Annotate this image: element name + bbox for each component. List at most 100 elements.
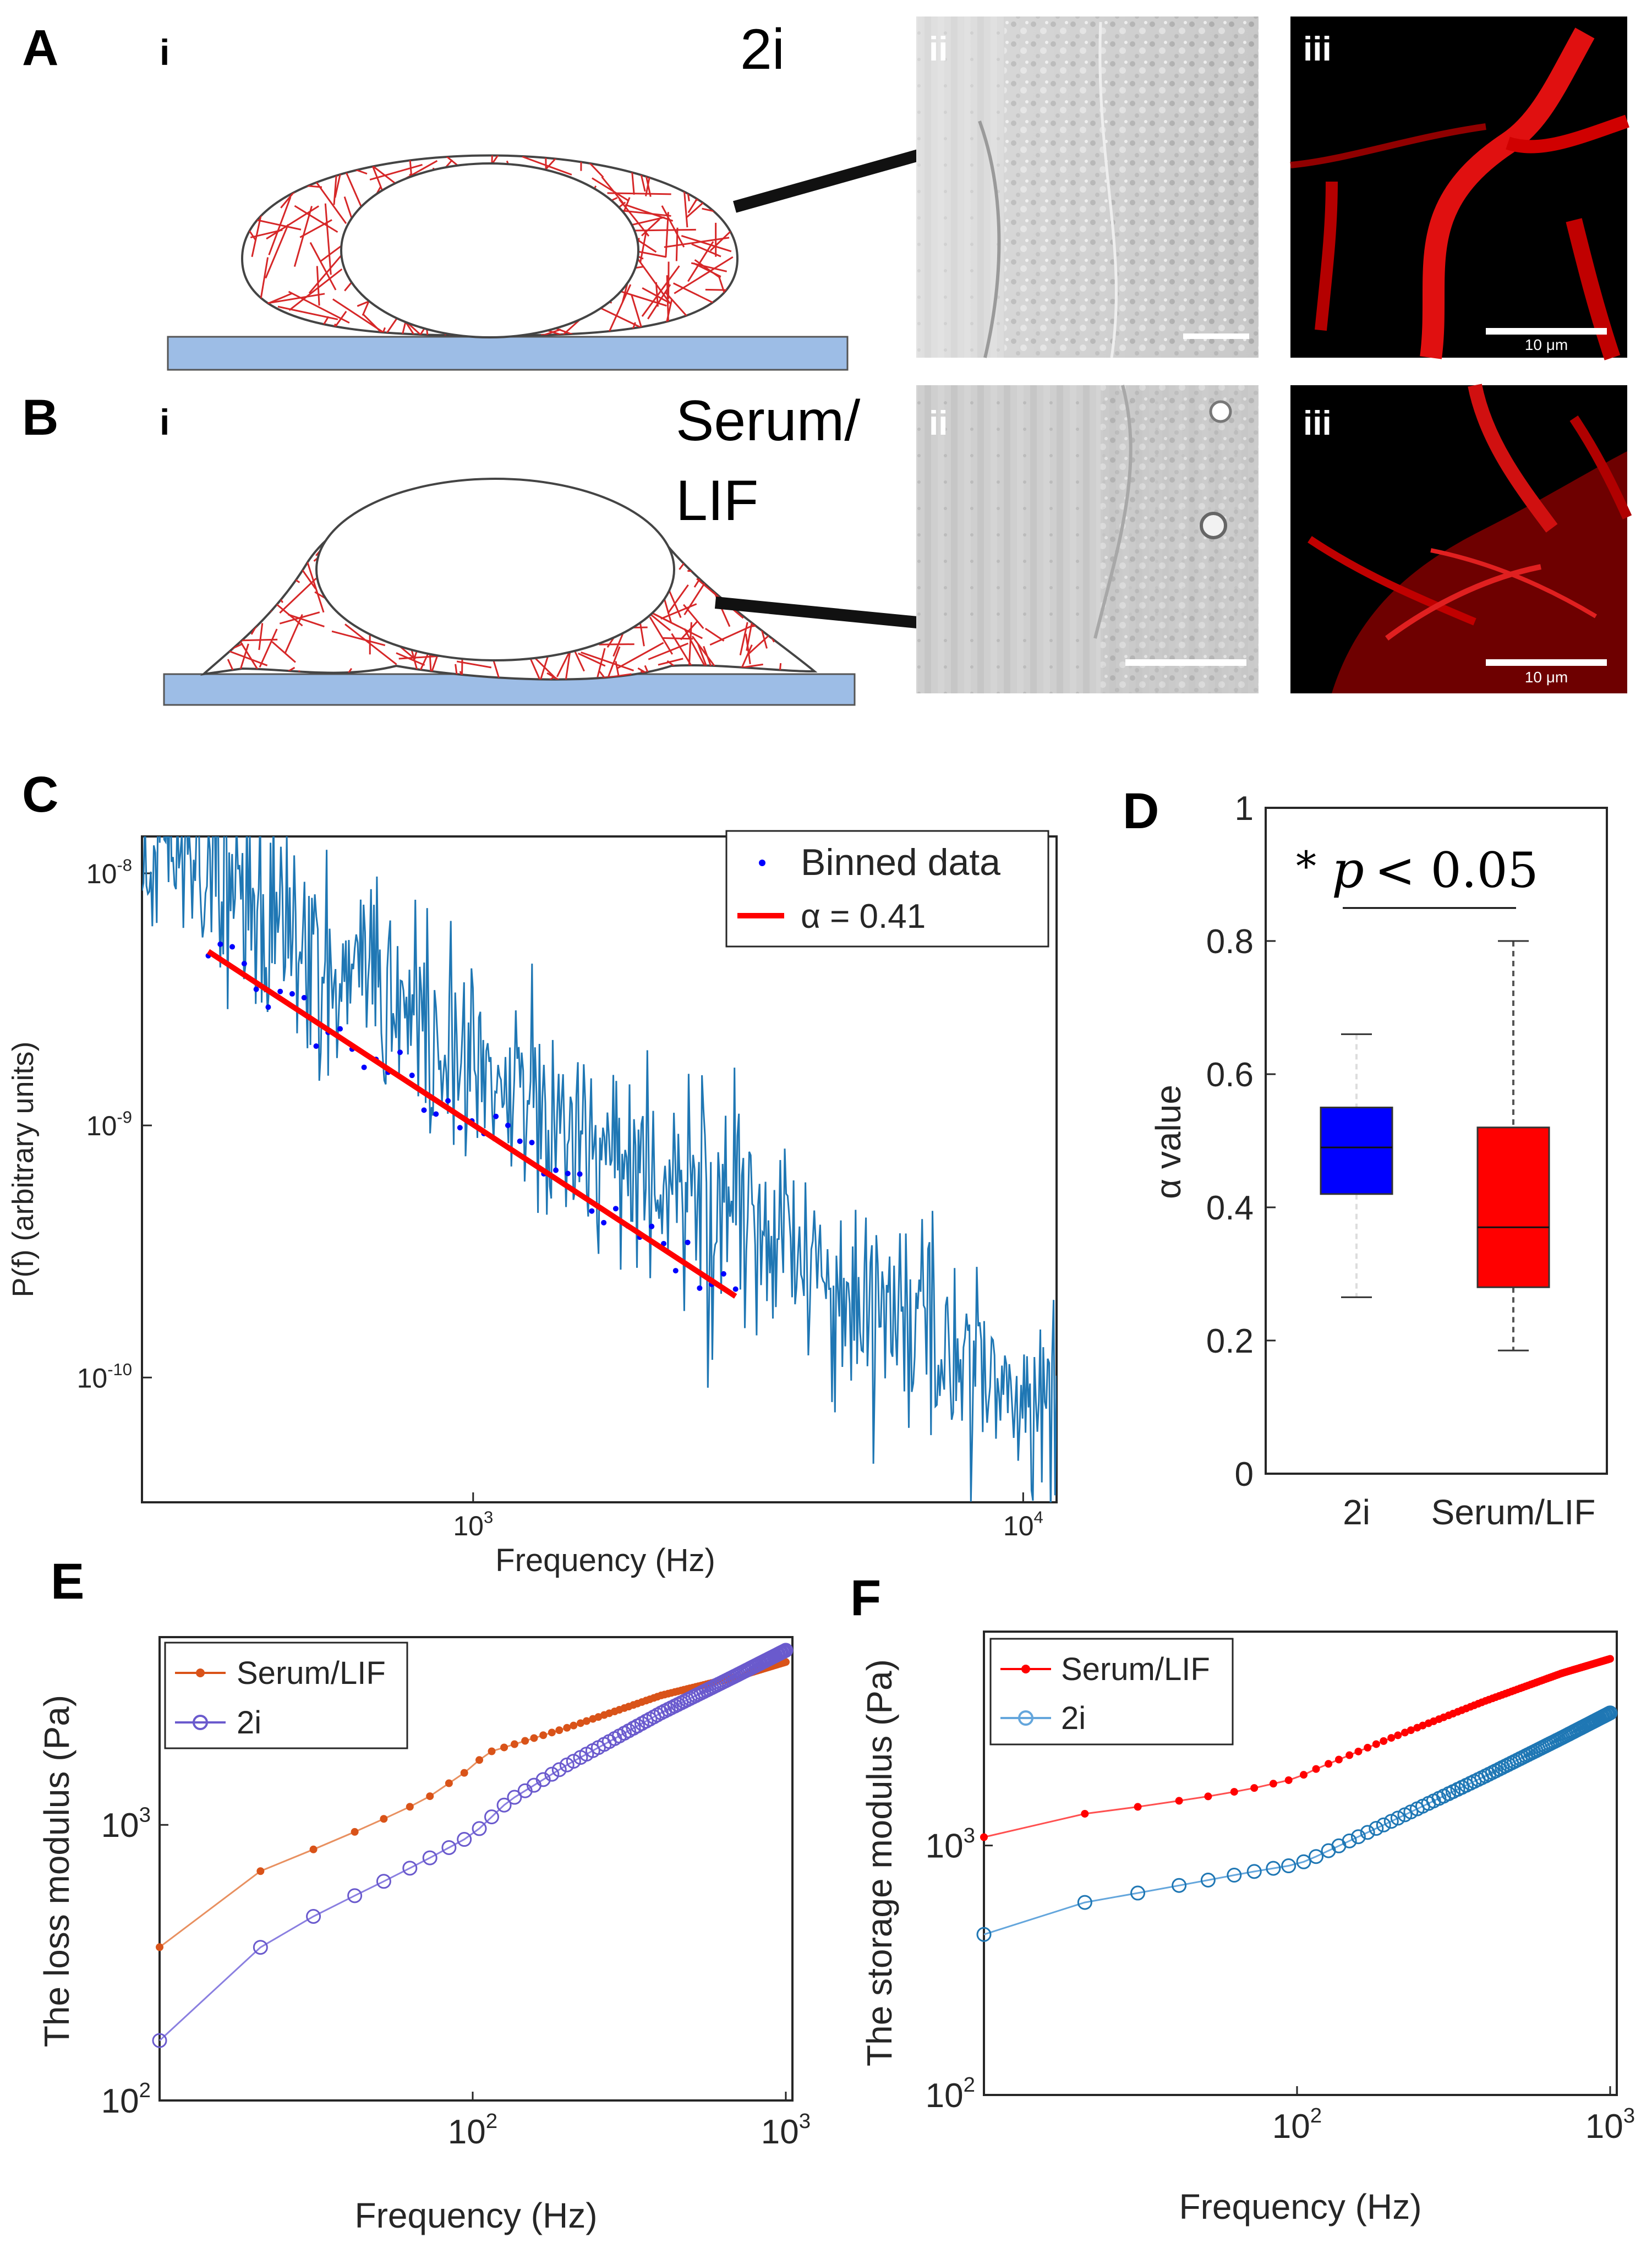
condition-label-serum-line2: LIF bbox=[676, 469, 758, 533]
actin-fiber bbox=[227, 543, 257, 578]
actin-fiber bbox=[709, 229, 733, 251]
chart-c-binned-point bbox=[612, 1206, 619, 1212]
actin-fiber bbox=[331, 630, 386, 647]
chart-c-y-label: P(f) (arbitrary units) bbox=[7, 1041, 40, 1297]
chart-c-power-spectrum bbox=[142, 836, 1057, 1502]
chart-e-y-ticks: 102 103 bbox=[101, 1803, 168, 2120]
actin-fiber bbox=[641, 218, 660, 237]
chart-c-legend: Binned data α = 0.41 bbox=[725, 830, 1049, 948]
actin-fiber bbox=[776, 663, 782, 680]
chart-f-point bbox=[1081, 1809, 1089, 1818]
actin-fiber bbox=[758, 582, 814, 593]
actin-fiber bbox=[242, 289, 250, 306]
chart-f-point bbox=[1204, 1792, 1212, 1801]
actin-fiber bbox=[691, 636, 736, 680]
chart-e-legend-serum-label: Serum/LIF bbox=[237, 1655, 386, 1691]
actin-fiber bbox=[308, 251, 345, 294]
chart-e-point bbox=[406, 1803, 414, 1811]
actin-fiber bbox=[637, 155, 704, 160]
chart-c-binned-point bbox=[517, 1138, 523, 1144]
actin-fiber bbox=[369, 163, 423, 180]
chart-c-binned-data bbox=[205, 941, 739, 1292]
actin-fiber bbox=[231, 556, 243, 584]
chart-f-y-tick-label: 102 bbox=[926, 2073, 975, 2115]
chart-e-point bbox=[253, 1940, 268, 1955]
panel-a-sub-i: i bbox=[160, 32, 169, 73]
chart-f-point bbox=[1230, 1788, 1238, 1796]
chart-e-point bbox=[496, 1797, 512, 1813]
actin-fiber bbox=[344, 623, 397, 665]
chart-f-point bbox=[1334, 1755, 1343, 1764]
chart-f-legend-2i-label: 2i bbox=[1061, 1700, 1086, 1736]
actin-fiber bbox=[634, 493, 668, 505]
actin-fiber bbox=[324, 203, 332, 275]
actin-fiber bbox=[402, 324, 428, 336]
actin-fiber bbox=[682, 604, 704, 630]
actin-fiber bbox=[288, 268, 343, 311]
chart-f-y-label: The storage modulus (Pa) bbox=[860, 1659, 899, 2066]
chart-c-binned-point bbox=[361, 1064, 367, 1070]
chart-e-point bbox=[402, 1861, 418, 1876]
panel-b-sub-iii: iii bbox=[1303, 404, 1332, 442]
actin-fiber bbox=[204, 528, 262, 555]
actin-fiber bbox=[692, 156, 737, 192]
chart-c-binned-point bbox=[697, 1285, 703, 1291]
chart-c-binned-point bbox=[649, 1223, 655, 1229]
chart-c-binned-point bbox=[493, 1113, 499, 1119]
actin-fiber bbox=[204, 508, 253, 515]
chart-f-legend-serum-marker bbox=[1021, 1665, 1030, 1673]
actin-fiber bbox=[674, 256, 734, 294]
actin-fiber bbox=[592, 177, 630, 202]
chart-e-point bbox=[351, 1828, 359, 1836]
actin-fiber bbox=[634, 255, 671, 304]
actin-fiber bbox=[745, 584, 784, 595]
chart-f-point bbox=[1175, 1797, 1183, 1805]
actin-fiber bbox=[716, 308, 737, 334]
chart-c-binned-point bbox=[445, 1098, 451, 1104]
chart-e-point bbox=[380, 1815, 388, 1823]
chart-f-point bbox=[1266, 1861, 1281, 1876]
chart-f-point bbox=[1077, 1895, 1092, 1910]
chart-e-point bbox=[582, 1717, 590, 1725]
chart-e-point bbox=[539, 1731, 548, 1739]
actin-fiber bbox=[803, 561, 814, 571]
chart-c-legend-binned-label: Binned data bbox=[801, 841, 1000, 883]
actin-fiber bbox=[725, 550, 754, 586]
chart-e-point bbox=[548, 1728, 556, 1737]
chart-f-point bbox=[1390, 1810, 1405, 1826]
chart-c: 103 104 10-8 10-9 10-10 Binned data α = 0.4… bbox=[7, 830, 1058, 1578]
chart-e-point bbox=[152, 2033, 167, 2048]
chart-c-binned-point bbox=[505, 1123, 511, 1129]
brightfield-image-b: ii bbox=[916, 385, 1259, 693]
fluorescence-image-b: iii 10 μm bbox=[1290, 384, 1632, 693]
actin-fiber bbox=[232, 638, 278, 642]
chart-d: 0 0.2 0.4 0.6 0.8 1 2i Serum/LIF α value * p <… bbox=[1148, 790, 1608, 1532]
chart-f-legend-serum-label: Serum/LIF bbox=[1061, 1651, 1210, 1687]
actin-fiber bbox=[739, 622, 748, 655]
chart-c-y-tick-label: 10-10 bbox=[77, 1360, 132, 1394]
chart-d-significance-text: < 0.05 bbox=[1359, 842, 1539, 899]
chart-f-point bbox=[1325, 1760, 1333, 1768]
actin-fiber bbox=[302, 160, 329, 163]
chart-e-point bbox=[781, 1658, 790, 1666]
chart-f-point bbox=[1200, 1873, 1216, 1888]
actin-fiber bbox=[308, 155, 368, 175]
chart-e-point bbox=[594, 1713, 603, 1721]
panel-a-sub-ii: ii bbox=[929, 30, 948, 68]
actin-fiber bbox=[243, 131, 292, 136]
chart-f-point bbox=[1345, 1751, 1354, 1759]
chart-c-binned-point bbox=[409, 1073, 415, 1079]
actin-fiber bbox=[315, 180, 347, 225]
chart-e-point bbox=[309, 1845, 318, 1853]
actin-fiber bbox=[235, 493, 290, 537]
chart-c-binned-point bbox=[289, 991, 295, 997]
chart-f-point bbox=[1364, 1743, 1372, 1752]
chart-d-y-label: α value bbox=[1148, 1085, 1188, 1199]
chart-e-point bbox=[544, 1766, 560, 1782]
chart-e-point bbox=[422, 1850, 437, 1865]
chart-e-point bbox=[457, 1832, 472, 1847]
chart-c-binned-point bbox=[565, 1170, 571, 1177]
chart-f-point bbox=[1407, 1726, 1415, 1735]
chart-c-binned-point bbox=[589, 1208, 595, 1214]
